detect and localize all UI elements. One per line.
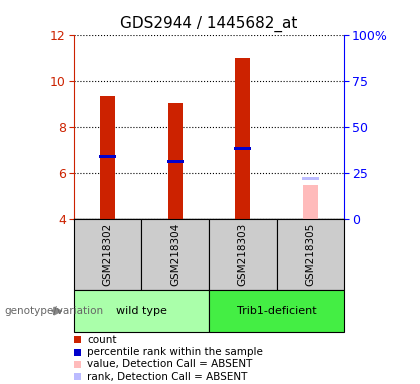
Bar — [209, 290, 344, 332]
Bar — [166, 160, 184, 163]
Bar — [302, 177, 319, 180]
Text: count: count — [87, 335, 117, 345]
Bar — [74, 219, 141, 290]
Bar — [168, 103, 183, 219]
Text: Trib1-deficient: Trib1-deficient — [237, 306, 317, 316]
Text: genotype/variation: genotype/variation — [4, 306, 103, 316]
Bar — [99, 155, 116, 159]
Bar — [100, 96, 115, 219]
Bar — [235, 58, 250, 219]
Text: value, Detection Call = ABSENT: value, Detection Call = ABSENT — [87, 359, 253, 369]
Bar — [209, 219, 277, 290]
Bar — [234, 147, 252, 151]
Text: GSM218304: GSM218304 — [170, 223, 180, 286]
Text: GSM218302: GSM218302 — [102, 223, 113, 286]
Bar — [141, 219, 209, 290]
Text: rank, Detection Call = ABSENT: rank, Detection Call = ABSENT — [87, 372, 248, 382]
Title: GDS2944 / 1445682_at: GDS2944 / 1445682_at — [120, 16, 298, 32]
Bar — [303, 185, 318, 219]
Text: GSM218303: GSM218303 — [238, 223, 248, 286]
Bar — [74, 290, 209, 332]
Text: percentile rank within the sample: percentile rank within the sample — [87, 347, 263, 357]
Text: wild type: wild type — [116, 306, 167, 316]
Bar — [277, 219, 344, 290]
Text: GSM218305: GSM218305 — [305, 223, 315, 286]
